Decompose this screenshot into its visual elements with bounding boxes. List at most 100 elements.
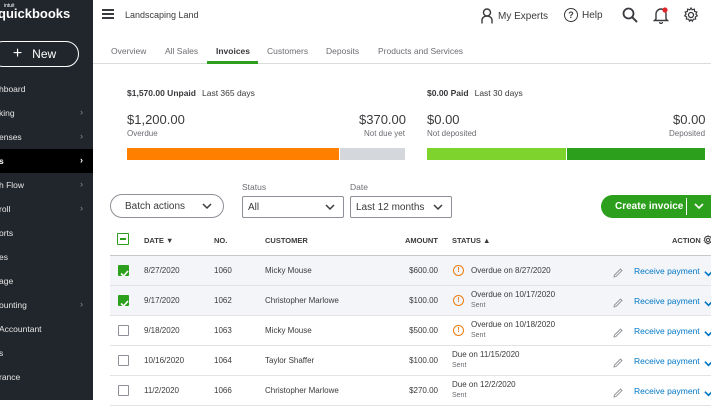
receive-payment-link[interactable]: Receive payment — [634, 296, 700, 306]
invoice-status: Overdue on 8/27/2020 — [471, 266, 551, 275]
sidebar-item[interactable]: h Flow › — [0, 173, 93, 197]
overdue-bar[interactable] — [127, 148, 339, 160]
receive-payment-link[interactable]: Receive payment — [634, 326, 700, 336]
table-row[interactable]: 11/2/2020 1066 Christopher Marlowe $270.00 D… — [110, 376, 711, 406]
tab-overview[interactable]: Overview — [111, 46, 147, 56]
batch-actions-button[interactable]: Batch actions — [110, 194, 224, 218]
select-all-checkbox[interactable] — [117, 233, 129, 245]
date-filter-select[interactable]: Last 12 months — [350, 196, 452, 218]
sidebar-item[interactable]: age — [0, 269, 93, 293]
customer-name: Micky Mouse — [265, 326, 312, 335]
chevron-down-icon[interactable] — [704, 385, 711, 403]
edit-pencil-icon[interactable] — [613, 265, 623, 283]
sales-tabs: Overview All Sales Invoices Customers De… — [93, 38, 711, 64]
status-filter-select[interactable]: All — [242, 196, 344, 218]
tab-customers[interactable]: Customers — [267, 46, 309, 56]
edit-pencil-icon[interactable] — [613, 355, 623, 373]
row-checkbox[interactable] — [118, 265, 129, 278]
quickbooks-logo[interactable]: intuit quickbooks — [0, 3, 71, 21]
table-settings-gear-icon[interactable] — [703, 235, 711, 245]
chevron-down-icon[interactable] — [693, 199, 705, 213]
not-deposited-label: Not deposited — [427, 129, 477, 138]
sidebar-item[interactable]: es — [0, 245, 93, 269]
chevron-down-icon[interactable] — [704, 295, 711, 313]
sidebar-item[interactable]: s › — [0, 149, 93, 173]
company-name: Landscaping Land — [125, 10, 199, 20]
column-header-customer[interactable]: CUSTOMER — [265, 236, 308, 245]
invoice-number: 1064 — [214, 356, 232, 365]
row-checkbox[interactable] — [118, 295, 129, 308]
sidebar-item[interactable]: Accountant — [0, 317, 93, 341]
sidebar-item[interactable]: s — [0, 341, 93, 365]
table-header-divider — [110, 255, 711, 256]
column-header-amount[interactable]: AMOUNT — [405, 236, 438, 245]
chevron-right-icon: › — [80, 155, 83, 165]
warning-icon: ! — [453, 265, 464, 276]
tab-invoices[interactable]: Invoices — [216, 46, 251, 56]
invoice-date: 9/18/2020 — [144, 326, 180, 335]
table-row[interactable]: 10/16/2020 1064 Taylor Shaffer $100.00 Due o… — [110, 346, 711, 376]
not-deposited-bar[interactable] — [427, 148, 566, 160]
sidebar-item[interactable]: orts — [0, 221, 93, 245]
paid-total: $0.00 Paid — [427, 88, 469, 98]
chevron-down-icon[interactable] — [704, 325, 711, 343]
sidebar-item-label: s — [0, 348, 4, 358]
edit-pencil-icon[interactable] — [613, 325, 623, 343]
chevron-down-icon[interactable] — [704, 265, 711, 283]
column-header-date[interactable]: DATE ▼ — [144, 236, 174, 245]
column-header-no[interactable]: NO. — [214, 236, 228, 245]
search-icon[interactable] — [622, 7, 638, 23]
receive-payment-link[interactable]: Receive payment — [634, 266, 700, 276]
tab-products-and-services[interactable]: Products and Services — [378, 46, 464, 56]
chevron-down-icon[interactable] — [704, 355, 711, 373]
create-invoice-button[interactable]: Create invoice — [601, 195, 711, 218]
sidebar-item[interactable]: king › — [0, 101, 93, 125]
sidebar: intuit quickbooks + New hboard king › enses… — [0, 0, 93, 400]
tab-deposits[interactable]: Deposits — [326, 46, 360, 56]
question-icon: ? — [564, 8, 578, 22]
table-row[interactable]: 8/27/2020 1060 Micky Mouse $600.00! Overdue … — [110, 256, 711, 286]
invoice-date: 8/27/2020 — [144, 266, 180, 275]
invoice-number: 1062 — [214, 296, 232, 305]
help-button[interactable]: ? Help — [564, 8, 603, 22]
invoice-status: Due on 11/15/2020 — [452, 350, 520, 359]
invoice-number: 1060 — [214, 266, 232, 275]
invoice-date: 9/17/2020 — [144, 296, 180, 305]
gear-icon[interactable] — [683, 7, 699, 23]
overdue-amount: $1,200.00 — [127, 112, 185, 127]
table-row[interactable]: 9/17/2020 1062 Christopher Marlowe $100.00!… — [110, 286, 711, 316]
invoice-status: Overdue on 10/17/2020 — [471, 290, 556, 299]
warning-icon: ! — [453, 295, 464, 306]
notification-bell-icon[interactable] — [653, 7, 669, 24]
tab-all-sales[interactable]: All Sales — [165, 46, 199, 56]
person-icon — [481, 8, 493, 24]
sidebar-item[interactable]: hboard — [0, 77, 93, 101]
edit-pencil-icon[interactable] — [613, 295, 623, 313]
sidebar-item[interactable]: roll › — [0, 197, 93, 221]
active-tab-indicator — [207, 61, 258, 64]
edit-pencil-icon[interactable] — [613, 385, 623, 403]
unpaid-total: $1,570.00 Unpaid — [127, 88, 196, 98]
not-due-bar[interactable] — [340, 148, 405, 160]
customer-name: Micky Mouse — [265, 266, 312, 275]
plus-icon: + — [12, 45, 23, 62]
hamburger-menu-icon[interactable] — [102, 9, 114, 19]
table-row[interactable]: 9/18/2020 1063 Micky Mouse $500.00! Overdue … — [110, 316, 711, 346]
column-header-status[interactable]: STATUS ▲ — [452, 236, 491, 245]
row-checkbox[interactable] — [118, 325, 129, 336]
sidebar-item[interactable]: rance — [0, 365, 93, 389]
receive-payment-link[interactable]: Receive payment — [634, 356, 700, 366]
intuit-wordmark: intuit — [4, 3, 15, 9]
top-bar: Landscaping Land My Experts ? Help — [93, 0, 711, 32]
row-checkbox[interactable] — [118, 385, 129, 396]
new-button[interactable]: + New — [0, 41, 79, 67]
sidebar-item[interactable]: enses › — [0, 125, 93, 149]
deposited-bar[interactable] — [567, 148, 705, 160]
row-checkbox[interactable] — [118, 355, 129, 366]
invoice-date: 11/2/2020 — [144, 386, 179, 395]
sidebar-item-label: rance — [0, 372, 21, 382]
sidebar-item[interactable]: ounting › — [0, 293, 93, 317]
warning-icon: ! — [453, 325, 464, 336]
receive-payment-link[interactable]: Receive payment — [634, 386, 700, 396]
my-experts-button[interactable]: My Experts — [481, 8, 548, 24]
